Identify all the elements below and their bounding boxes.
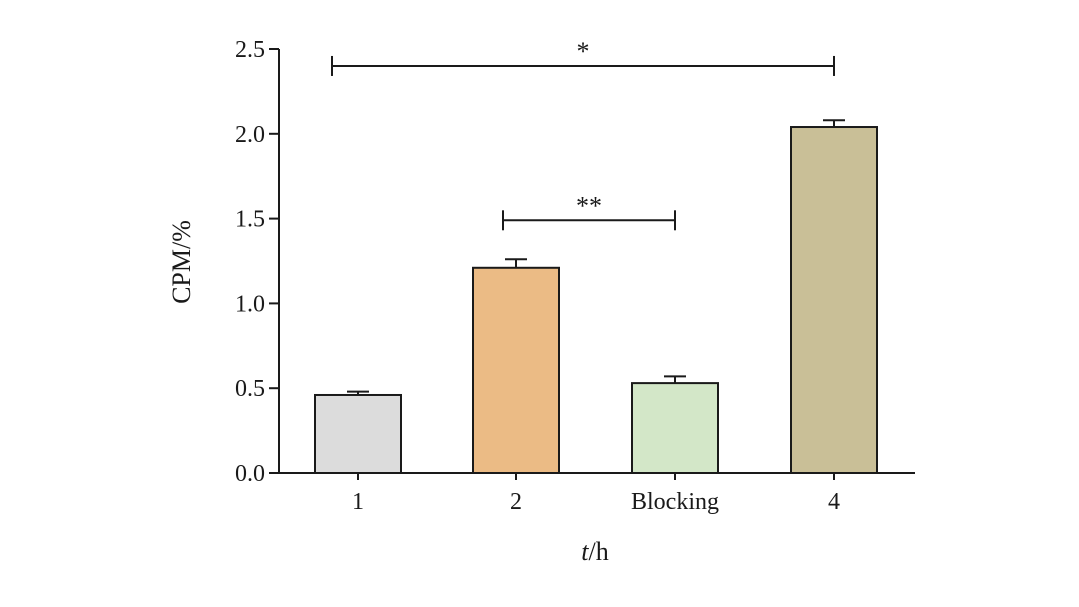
x-axis-label: t/h — [581, 537, 608, 566]
y-tick-label: 1.5 — [235, 207, 265, 233]
x-tick-label: Blocking — [631, 489, 719, 515]
y-tick-label: 1.0 — [235, 291, 265, 317]
x-tick-label: 2 — [510, 489, 522, 515]
x-tick-label: 1 — [352, 489, 364, 515]
bar — [314, 393, 402, 475]
x-axis-variable: t — [581, 537, 589, 566]
x-axis-unit: /h — [589, 537, 609, 566]
significance-label: ** — [576, 191, 602, 220]
chart-body: 0.00.51.01.52.02.51 2 Blocking 4*** — [235, 37, 915, 515]
y-tick-label: 0.5 — [235, 376, 265, 402]
significance-label: * — [577, 37, 590, 66]
y-tick-label: 2.5 — [235, 37, 265, 63]
bar — [790, 126, 878, 475]
y-tick-label: 0.0 — [235, 461, 265, 487]
x-tick-label: 4 — [828, 489, 840, 515]
y-axis-label: CPM/% — [167, 220, 196, 304]
bar — [631, 382, 719, 474]
y-tick-label: 2.0 — [235, 122, 265, 148]
bar — [472, 266, 560, 474]
